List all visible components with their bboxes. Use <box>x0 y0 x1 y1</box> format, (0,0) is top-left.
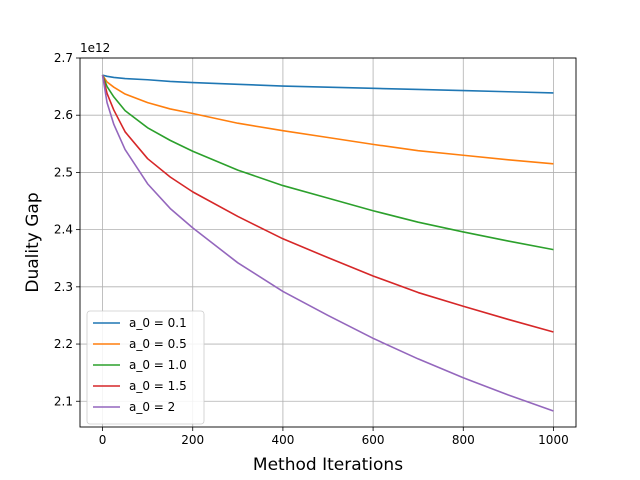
series-line-3 <box>101 74 554 251</box>
x-axis: 0 200 400 600 800 1000 <box>99 427 569 447</box>
x-tick-label: 0 <box>99 433 107 447</box>
y-tick-label: 2.6 <box>54 108 73 122</box>
y-axis: 2.1 2.2 2.3 2.4 2.5 2.6 2.7 <box>54 51 80 408</box>
series-line-4 <box>101 74 554 333</box>
legend-label: a_0 = 0.5 <box>129 337 187 351</box>
x-tick-label: 400 <box>271 433 294 447</box>
legend: a_0 = 0.1 a_0 = 0.5 a_0 = 1.0 a_0 = 1.5 a_0 … <box>86 310 205 425</box>
series-line-2 <box>101 74 554 165</box>
y-offset-text: 1e12 <box>80 41 110 55</box>
plot-frame <box>79 57 577 428</box>
legend-box <box>86 310 205 425</box>
legend-label: a_0 = 1.5 <box>129 379 187 393</box>
x-tick-label: 1000 <box>538 433 569 447</box>
legend-label: a_0 = 2 <box>129 400 175 414</box>
series-group <box>101 74 554 412</box>
series-line-1 <box>102 74 554 94</box>
legend-label: a_0 = 1.0 <box>129 358 187 372</box>
y-tick-label: 2.2 <box>54 337 73 351</box>
x-axis-label: Method Iterations <box>253 455 403 475</box>
series-line-5 <box>101 75 554 412</box>
y-tick-label: 2.3 <box>54 280 73 294</box>
y-axis-label: Duality Gap <box>23 192 43 292</box>
x-tick-label: 800 <box>452 433 475 447</box>
x-tick-label: 200 <box>181 433 204 447</box>
y-tick-label: 2.1 <box>54 394 73 408</box>
y-tick-label: 2.7 <box>54 51 73 65</box>
legend-label: a_0 = 0.1 <box>129 316 187 330</box>
y-tick-label: 2.5 <box>54 165 73 179</box>
x-tick-label: 600 <box>362 433 385 447</box>
y-tick-label: 2.4 <box>54 223 73 237</box>
